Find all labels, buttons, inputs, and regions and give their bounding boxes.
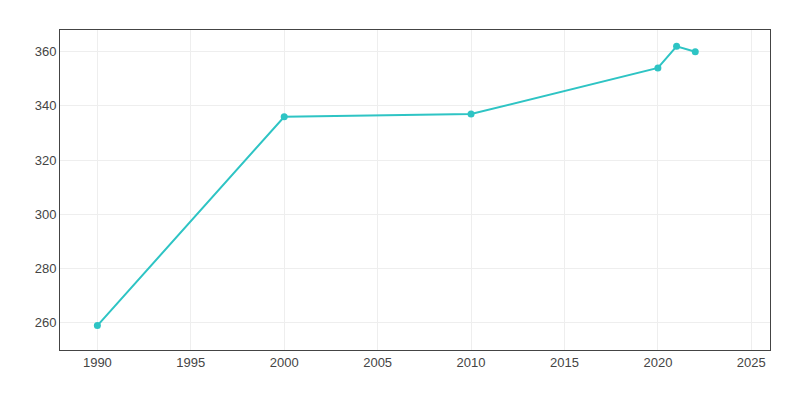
svg-text:300: 300 xyxy=(35,207,57,222)
svg-text:1995: 1995 xyxy=(176,355,205,370)
svg-text:2015: 2015 xyxy=(550,355,579,370)
svg-text:2025: 2025 xyxy=(737,355,766,370)
svg-text:2005: 2005 xyxy=(363,355,392,370)
svg-text:2000: 2000 xyxy=(270,355,299,370)
svg-text:360: 360 xyxy=(35,44,57,59)
svg-text:320: 320 xyxy=(35,153,57,168)
svg-text:2020: 2020 xyxy=(643,355,672,370)
svg-text:280: 280 xyxy=(35,261,57,276)
svg-text:2010: 2010 xyxy=(457,355,486,370)
svg-text:340: 340 xyxy=(35,98,57,113)
svg-text:260: 260 xyxy=(35,315,57,330)
svg-text:1990: 1990 xyxy=(83,355,112,370)
